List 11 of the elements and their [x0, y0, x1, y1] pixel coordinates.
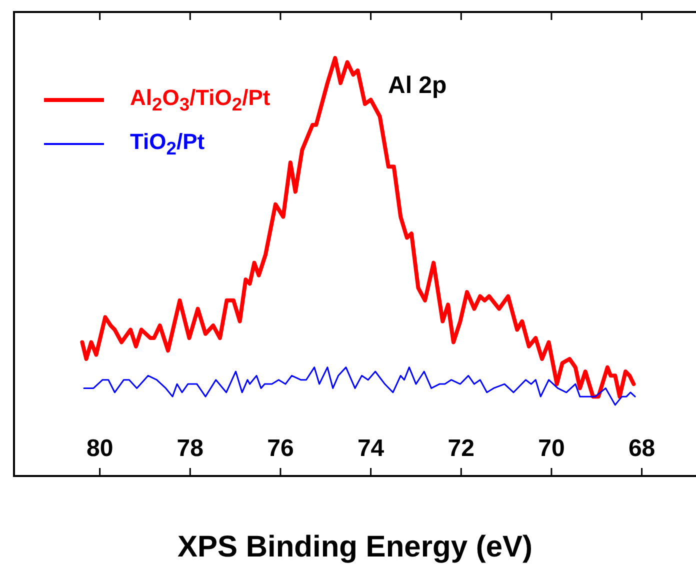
x-tick-label: 76 — [267, 435, 294, 462]
x-tick-label: 70 — [538, 435, 565, 462]
legend-label: TiO$_{2}$/Pt — [130, 128, 205, 160]
legend-label: Al$_{2}$O$_{3}$/TiO$_{2}$/Pt — [130, 84, 270, 116]
x-tick-label: 74 — [357, 435, 385, 462]
annotation: Al 2p — [388, 72, 447, 100]
x-tick-label: 72 — [448, 435, 474, 462]
x-tick-label: 68 — [628, 435, 656, 462]
x-axis-title: XPS Binding Energy (eV) — [177, 530, 533, 564]
x-tick-label: 80 — [86, 435, 114, 462]
x-tick-label: 78 — [176, 435, 204, 462]
